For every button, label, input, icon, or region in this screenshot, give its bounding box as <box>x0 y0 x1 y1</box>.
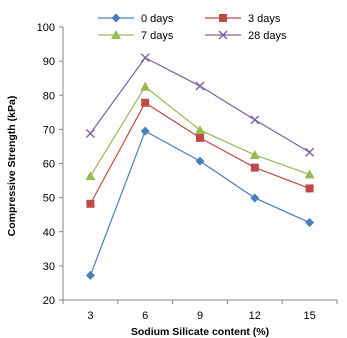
legend-item: 0 days <box>98 13 174 25</box>
legend-marker <box>111 30 121 39</box>
data-point <box>141 98 150 107</box>
legend-item: 7 days <box>98 30 174 42</box>
data-point <box>85 128 95 138</box>
data-point <box>305 218 315 228</box>
data-point <box>249 149 260 159</box>
y-tick-label: 30 <box>43 261 55 273</box>
legend-marker <box>219 14 227 22</box>
series-0-days <box>85 126 315 280</box>
y-tick-label: 50 <box>43 193 55 205</box>
legend-marker <box>218 30 228 40</box>
x-tick-label: 15 <box>303 310 315 322</box>
data-point <box>250 193 260 203</box>
data-point <box>250 115 260 125</box>
legend-label: 28 days <box>248 30 287 42</box>
x-tick-label: 3 <box>87 310 93 322</box>
data-point <box>195 156 205 166</box>
data-point <box>196 133 204 142</box>
y-tick-label: 90 <box>43 56 55 68</box>
x-tick-label: 9 <box>197 310 203 322</box>
y-tick-label: 70 <box>43 124 55 136</box>
y-tick-label: 80 <box>43 90 55 102</box>
legend-label: 0 days <box>141 13 174 25</box>
x-axis-ticks: 3 6 9 12 15 <box>62 300 338 322</box>
x-marker-stroke <box>140 53 150 63</box>
data-point <box>140 126 150 136</box>
legend: 0 days 3 days 7 days 28 days <box>98 13 287 42</box>
series-line <box>89 130 310 276</box>
data-point <box>305 184 314 193</box>
y-tick-label: 20 <box>43 295 55 307</box>
data-point <box>85 270 95 280</box>
x-tick-label: 6 <box>142 310 148 322</box>
y-tick-label: 40 <box>43 227 55 239</box>
legend-label: 3 days <box>248 13 281 25</box>
x-marker-stroke <box>85 128 95 138</box>
data-point <box>195 81 205 91</box>
series-28-days <box>85 53 315 157</box>
x-marker-stroke <box>195 81 205 91</box>
y-axis-ticks: 20 30 40 50 60 70 80 90 100 <box>37 22 63 307</box>
legend-label: 7 days <box>141 30 174 42</box>
legend-item: 28 days <box>205 30 287 42</box>
data-point <box>305 147 315 157</box>
data-point <box>86 199 95 208</box>
series-3-days <box>86 98 314 208</box>
y-tick-label: 60 <box>43 159 55 171</box>
x-axis-title: Sodium Silicate content (%) <box>131 326 269 338</box>
data-point <box>140 53 150 63</box>
legend-item: 3 days <box>205 13 281 25</box>
data-point <box>85 171 96 181</box>
series-7-days <box>85 81 315 181</box>
y-tick-label: 100 <box>37 22 55 34</box>
series-group <box>85 53 315 280</box>
x-marker-stroke <box>218 30 228 40</box>
data-point <box>140 81 151 91</box>
data-point <box>250 163 259 172</box>
y-axis-title: Compressive Strength (kPa) <box>6 96 18 237</box>
data-point <box>304 169 315 179</box>
data-point <box>195 125 205 135</box>
x-tick-label: 12 <box>249 310 261 322</box>
x-marker-stroke <box>250 115 260 125</box>
x-marker-stroke <box>305 147 315 157</box>
legend-marker <box>111 13 121 23</box>
